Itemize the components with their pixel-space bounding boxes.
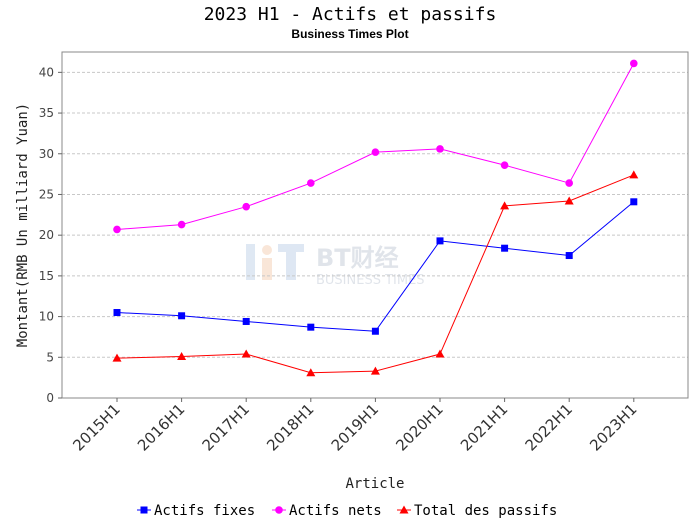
point-triangle — [435, 349, 445, 358]
watermark: BT财经 BUSINESS TIMES — [246, 244, 425, 288]
x-tick-label: 2017H1 — [199, 400, 253, 454]
point-square — [565, 252, 573, 260]
point-circle — [177, 220, 186, 229]
y-tick-label: 15 — [39, 269, 54, 283]
y-tick-label: 40 — [39, 65, 54, 79]
point-triangle — [370, 366, 380, 375]
x-tick-label: 2021H1 — [457, 400, 511, 454]
point-triangle — [629, 170, 639, 179]
chart-title: 2023 H1 - Actifs et passifs — [203, 4, 497, 25]
watermark-brand: BT财经 — [316, 244, 399, 272]
x-tick-label: 2015H1 — [69, 400, 123, 454]
series-actifs-fixes — [113, 198, 638, 335]
point-circle — [113, 225, 121, 234]
legend: Actifs fixes Actifs nets Total des passifs — [137, 503, 557, 519]
point-triangle — [177, 351, 187, 360]
y-axis: 0 5 10 15 20 25 30 35 40 — [39, 65, 62, 405]
point-circle — [565, 179, 573, 187]
y-tick-label: 20 — [39, 228, 54, 242]
watermark-logo-dot — [262, 245, 272, 255]
legend-item: Actifs fixes — [137, 503, 255, 519]
point-circle — [242, 202, 250, 211]
point-triangle — [112, 353, 122, 362]
legend-label: Actifs nets — [289, 503, 382, 519]
point-square — [113, 309, 121, 317]
y-tick-label: 5 — [46, 350, 54, 364]
point-circle — [371, 148, 380, 156]
point-triangle — [241, 349, 251, 358]
y-tick-label: 30 — [39, 147, 54, 161]
plot-frame — [61, 51, 689, 399]
watermark-logo-bar-4 — [286, 252, 296, 280]
point-circle — [307, 179, 315, 187]
point-square — [140, 506, 148, 514]
x-tick-label: 2016H1 — [134, 400, 188, 454]
y-tick-label: 0 — [46, 391, 54, 405]
x-tick-label: 2018H1 — [263, 400, 317, 454]
y-tick-label: 10 — [39, 310, 54, 324]
point-square — [178, 312, 186, 320]
point-triangle — [399, 505, 409, 514]
point-square — [501, 244, 509, 252]
x-axis: 2015H1 2016H1 2017H1 2018H1 2019H1 2020H1 2021… — [69, 398, 641, 455]
point-square — [307, 323, 315, 331]
point-triangle — [500, 201, 510, 210]
point-triangle — [564, 196, 574, 205]
point-square — [436, 237, 444, 245]
chart-subtitle: Business Times Plot — [291, 27, 409, 41]
x-tick-label: 2019H1 — [328, 400, 382, 454]
point-circle — [630, 59, 638, 68]
legend-label: Total des passifs — [414, 503, 557, 519]
y-tick-label: 25 — [39, 187, 54, 201]
point-triangle — [306, 368, 316, 377]
legend-label: Actifs fixes — [154, 503, 255, 519]
watermark-tagline: BUSINESS TIMES — [316, 273, 425, 288]
point-circle — [275, 506, 283, 514]
watermark-logo-bar-1 — [246, 244, 255, 280]
point-square — [242, 317, 250, 325]
series-line — [116, 63, 635, 230]
x-tick-label: 2022H1 — [522, 400, 576, 454]
point-circle — [436, 145, 444, 153]
x-tick-label: 2020H1 — [392, 400, 446, 454]
x-tick-label: 2023H1 — [586, 400, 640, 454]
series-total-des-passifs — [112, 170, 639, 377]
series — [112, 59, 639, 377]
watermark-logo-bar-2 — [262, 258, 272, 280]
legend-item: Total des passifs — [397, 503, 557, 519]
point-square — [371, 327, 379, 335]
legend-item: Actifs nets — [272, 503, 382, 519]
point-circle — [500, 161, 509, 169]
y-tick-label: 35 — [39, 106, 54, 120]
x-axis-title: Article — [345, 476, 404, 492]
series-actifs-nets — [113, 59, 638, 234]
point-square — [630, 198, 638, 206]
y-axis-title: Montant(RMB Un milliard Yuan) — [15, 103, 31, 347]
watermark-logo-bar-3 — [278, 244, 304, 252]
